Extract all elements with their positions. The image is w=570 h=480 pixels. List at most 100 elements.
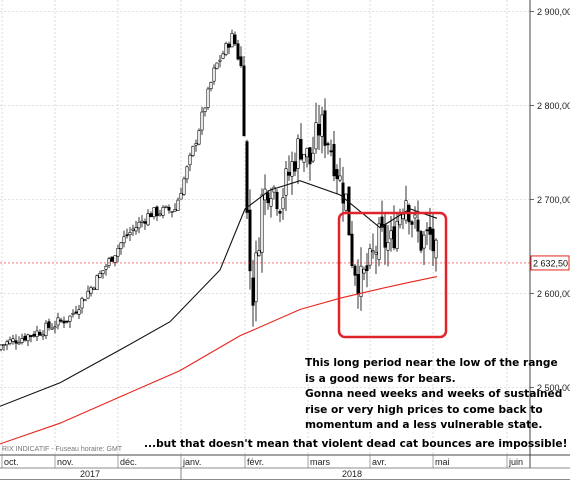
candle-body [83, 299, 87, 302]
candle-body [191, 145, 195, 156]
candle-body [125, 234, 129, 237]
candle-body [344, 193, 348, 211]
footer-note: RIX INDICATIF - Fuseau horaire: GMT [2, 446, 123, 453]
x-tick-label: févr. [247, 457, 264, 467]
candle-body [134, 227, 138, 232]
candle-body [95, 275, 99, 291]
candle-body [290, 161, 294, 177]
candle-body [143, 221, 147, 224]
candle-body [305, 147, 309, 158]
candle-body [314, 122, 318, 150]
candle-body [254, 252, 258, 303]
candle-body [371, 250, 375, 253]
candle-body [281, 197, 285, 210]
y-tick-label: 2 800,00 [537, 101, 570, 111]
x-tick-label: déc. [120, 457, 137, 467]
candle-body [218, 59, 222, 62]
candle-body [374, 252, 378, 255]
candle-body [92, 287, 96, 290]
candle-body [311, 152, 315, 162]
candle-body [347, 186, 351, 236]
candle-body [0, 344, 3, 350]
candle-body [113, 255, 117, 263]
candle-body [158, 213, 162, 216]
candle-body [50, 327, 54, 330]
y-tick-label: 2 600,00 [537, 289, 570, 299]
candle-body [101, 270, 105, 274]
candle-body [389, 230, 393, 240]
candle-body [269, 198, 273, 207]
candle-body [362, 268, 366, 274]
candle-body [107, 258, 111, 266]
candle-body [140, 220, 144, 223]
candle-body [2, 344, 6, 346]
candle-body [53, 326, 57, 329]
candle-body [242, 65, 246, 137]
candle-body [386, 242, 390, 251]
candle-body [179, 193, 183, 200]
candle-body [278, 210, 282, 214]
candle-body [65, 320, 69, 323]
x-tick-label: nov. [57, 457, 73, 467]
candle-body [149, 213, 153, 218]
x-year-label: 2017 [80, 469, 100, 479]
candle-body [206, 88, 210, 108]
candle-body [224, 43, 228, 55]
candle-body [8, 339, 12, 344]
last-price-box [530, 255, 570, 271]
candle-body [335, 169, 339, 179]
candle-body [248, 209, 252, 272]
candle-body [230, 32, 234, 48]
candle-body [416, 219, 420, 232]
candle-body [71, 312, 75, 315]
candle-body [356, 274, 360, 295]
candle-body [35, 330, 39, 337]
candle-body [293, 161, 297, 172]
candle-body [419, 231, 423, 251]
candle-body [380, 216, 384, 228]
candle-body [119, 242, 123, 249]
candle-body [167, 206, 171, 211]
candle-body [368, 248, 372, 266]
candle-body [209, 82, 213, 90]
x-tick-label: janv. [182, 457, 201, 467]
candle-body [98, 273, 102, 278]
candle-body [131, 228, 135, 231]
candle-body [161, 207, 165, 216]
candle-body [200, 111, 204, 131]
candle-body [215, 62, 219, 69]
annotation-line: is a good news for bears. [305, 372, 456, 385]
candle-body [260, 194, 264, 253]
candle-body [203, 107, 207, 112]
annotation-line: This long period near the low of the ran… [305, 357, 558, 369]
x-tick-label: mai [435, 457, 450, 467]
candle-body [233, 34, 237, 45]
candle-body [44, 322, 48, 336]
candle-body [14, 340, 18, 344]
candle-body [245, 141, 249, 213]
candle-body [338, 175, 342, 181]
candle-body [68, 315, 72, 322]
annotation-line: momentum and a less vulnerable state. [305, 419, 543, 431]
candle-body [395, 220, 399, 249]
candle-body [185, 166, 189, 180]
x-tick-label: avr. [372, 457, 387, 467]
candle-body [29, 335, 33, 337]
x-tick-label: oct. [4, 457, 19, 467]
candle-body [17, 342, 21, 345]
candle-body [173, 209, 177, 212]
candle-body [47, 321, 51, 328]
candle-body [296, 138, 300, 169]
candle-body [302, 153, 306, 163]
candle-body [401, 214, 405, 219]
candle-body [38, 331, 42, 336]
candle-body [56, 317, 60, 326]
candle-body [227, 43, 231, 48]
candle-body [137, 221, 141, 229]
candle-body [413, 214, 417, 219]
candle-body [77, 309, 81, 315]
candle-body [329, 150, 333, 153]
candle-body [194, 143, 198, 146]
candle-body [128, 232, 132, 236]
candle-body [152, 207, 156, 218]
